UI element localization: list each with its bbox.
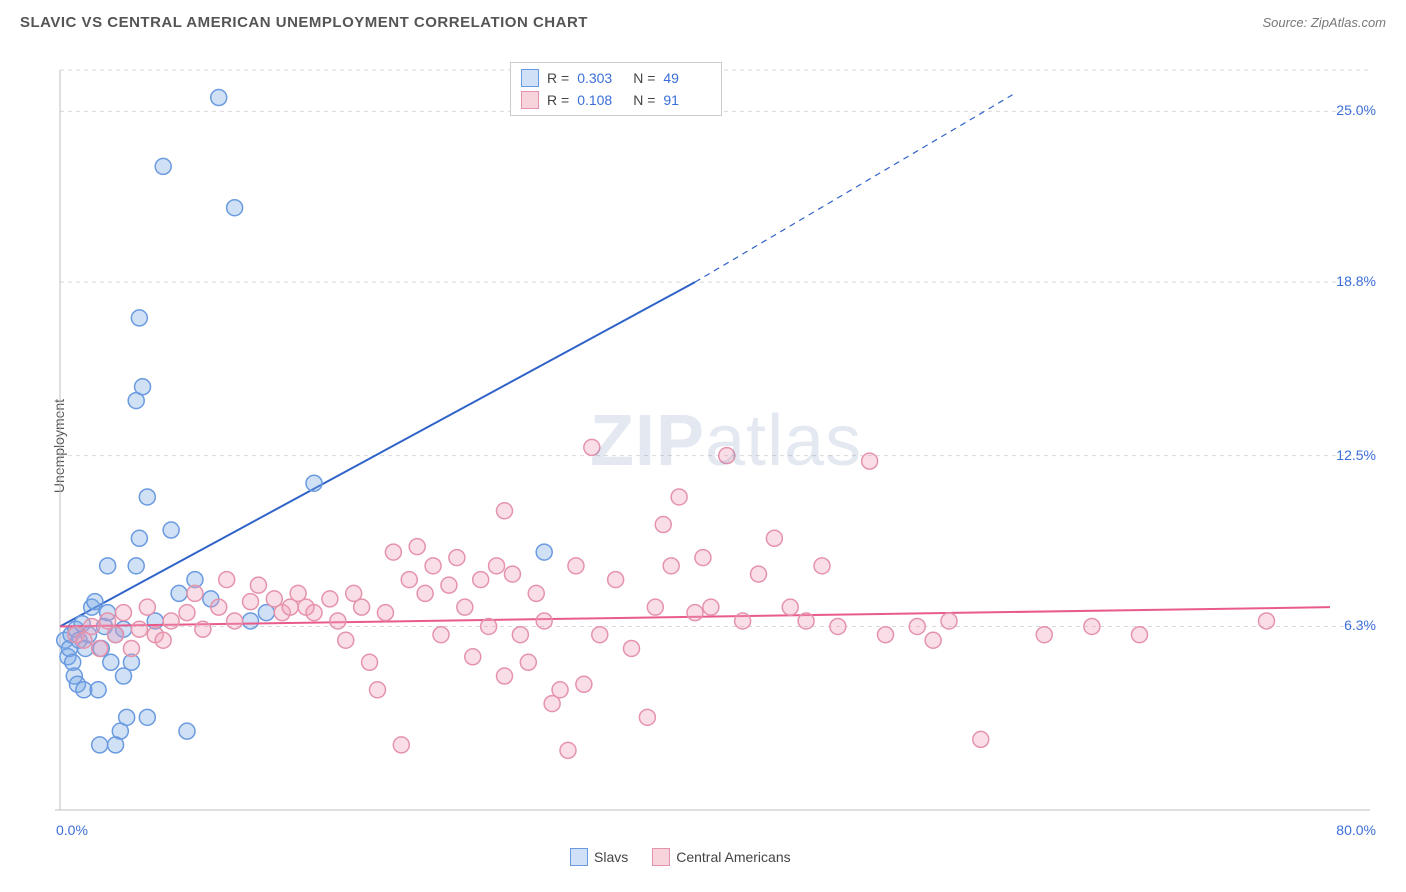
legend-r-label: R =	[547, 89, 569, 111]
y-tick-label: 18.8%	[1336, 273, 1376, 289]
legend-row: R = 0.108 N = 91	[521, 89, 711, 111]
legend-swatch	[521, 91, 539, 109]
chart-title: SLAVIC VS CENTRAL AMERICAN UNEMPLOYMENT …	[20, 14, 588, 31]
legend-n-value: 91	[663, 89, 711, 111]
chart-source: Source: ZipAtlas.com	[1262, 15, 1386, 30]
y-tick-label: 6.3%	[1344, 617, 1376, 633]
chart-svg	[50, 60, 1380, 890]
x-tick-label: 80.0%	[1336, 822, 1376, 838]
chart-header: SLAVIC VS CENTRAL AMERICAN UNEMPLOYMENT …	[0, 0, 1406, 44]
legend-r-label: R =	[547, 67, 569, 89]
legend-item: Central Americans	[652, 848, 790, 866]
legend-swatch	[652, 848, 670, 866]
legend-r-value: 0.108	[577, 89, 625, 111]
legend-n-label: N =	[633, 89, 655, 111]
legend-swatch	[570, 848, 588, 866]
legend-n-label: N =	[633, 67, 655, 89]
legend-row: R = 0.303 N = 49	[521, 67, 711, 89]
legend-r-value: 0.303	[577, 67, 625, 89]
legend-item: Slavs	[570, 848, 628, 866]
legend-top: R = 0.303 N = 49 R = 0.108 N = 91	[510, 62, 722, 116]
legend-bottom: Slavs Central Americans	[570, 848, 791, 866]
y-tick-label: 25.0%	[1336, 102, 1376, 118]
legend-swatch	[521, 69, 539, 87]
y-tick-label: 12.5%	[1336, 447, 1376, 463]
x-tick-label: 0.0%	[56, 822, 88, 838]
legend-label: Central Americans	[676, 849, 790, 865]
legend-n-value: 49	[663, 67, 711, 89]
legend-label: Slavs	[594, 849, 628, 865]
chart-plot-area: ZIPatlas R =0.303N =49R =0.108N =91 Slav…	[50, 60, 1380, 830]
